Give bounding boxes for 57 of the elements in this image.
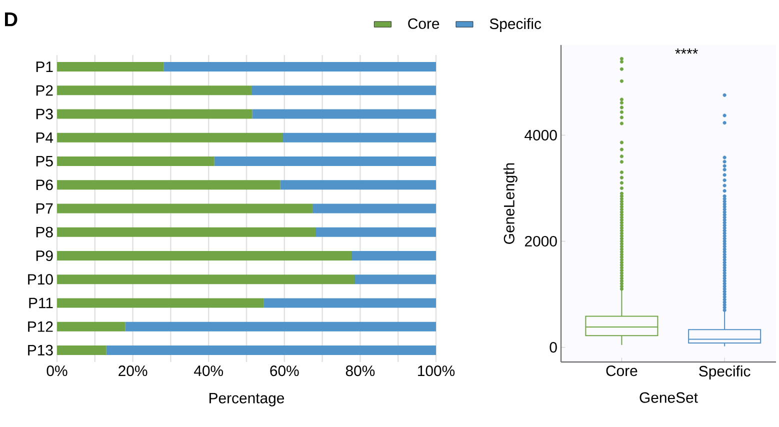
bar <box>57 274 355 284</box>
bar <box>106 345 436 355</box>
x-tick-label: Specific <box>699 366 750 380</box>
x-tick-label: Core <box>606 366 638 376</box>
y-tick-label: P13 <box>28 344 53 356</box>
bar <box>57 345 106 355</box>
y-tick-label: P3 <box>36 108 53 120</box>
bar <box>57 204 312 214</box>
bar <box>214 156 436 166</box>
bar <box>57 227 316 237</box>
legend-label: Core <box>408 18 440 29</box>
x-tick-label: 80% <box>346 366 375 376</box>
bar <box>164 62 436 72</box>
y-tick-label: P1 <box>36 62 53 72</box>
bar <box>315 227 436 237</box>
bar <box>57 62 164 72</box>
y-tick-label: P7 <box>36 203 53 214</box>
bar <box>282 132 436 142</box>
x-axis-title: GeneSet <box>640 392 698 403</box>
bar <box>264 298 436 308</box>
x-axis-title: Percentage <box>210 392 284 406</box>
bar <box>251 86 436 96</box>
x-tick-label: 100% <box>418 366 455 376</box>
y-tick-label: P6 <box>36 180 53 190</box>
y-tick-label: P10 <box>28 274 53 285</box>
bar <box>57 86 252 96</box>
y-tick-label: P12 <box>28 321 53 332</box>
bar <box>354 274 436 284</box>
bar <box>280 180 436 190</box>
bar <box>351 250 436 260</box>
bar <box>57 109 252 119</box>
bar <box>312 204 436 214</box>
y-tick-label: P4 <box>36 132 54 143</box>
text: D <box>5 12 18 26</box>
x-tick-label: 0% <box>46 366 68 376</box>
bar <box>57 180 280 190</box>
y-tick-label: 2000 <box>524 236 557 247</box>
y-tick-label: P8 <box>36 226 53 238</box>
bar <box>57 250 352 260</box>
bar <box>252 109 436 119</box>
y-tick-label: P9 <box>36 250 53 262</box>
bar <box>57 298 264 308</box>
bar <box>57 322 126 332</box>
annotation: **** <box>675 48 698 54</box>
bar <box>125 322 436 332</box>
bar <box>57 132 283 142</box>
y-axis-title: GeneLength <box>503 163 518 244</box>
y-tick-label: P5 <box>36 156 53 166</box>
x-tick-label: 40% <box>194 366 224 376</box>
y-tick-label: P2 <box>36 85 53 96</box>
x-tick-label: 60% <box>270 366 299 376</box>
x-tick-label: 20% <box>118 366 148 376</box>
legend-label: Specific <box>490 18 542 32</box>
bar <box>57 156 214 166</box>
y-tick-label: 0 <box>550 342 557 353</box>
y-tick-label: P11 <box>29 298 53 308</box>
y-tick-label: 4000 <box>524 130 557 140</box>
